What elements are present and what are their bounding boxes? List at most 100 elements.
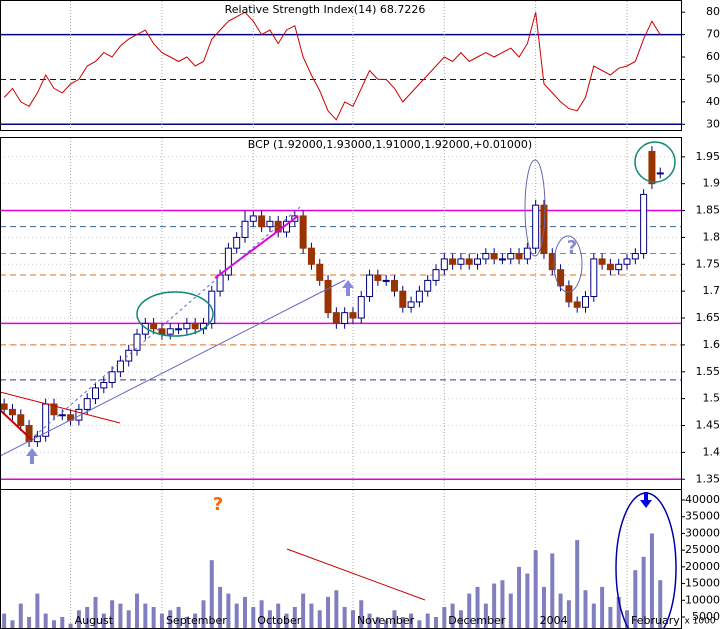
volume-bar (159, 613, 164, 629)
candle-body (224, 247, 232, 276)
candle-body (141, 322, 149, 335)
candle-body (498, 258, 506, 261)
candle-body (191, 322, 199, 330)
volume-bar (43, 613, 48, 629)
y-tick-label: 1.35 (696, 472, 721, 485)
x-tick-label: February (631, 614, 680, 627)
candle-body (407, 301, 415, 308)
volume-bar (93, 596, 98, 629)
y-tick-label: 1.75 (696, 257, 721, 270)
volume-bar (600, 586, 605, 629)
volume-bar (608, 606, 613, 629)
volume-bar (35, 593, 40, 629)
y-tick-label: 20000 (685, 560, 720, 573)
trendline (286, 548, 426, 601)
price-title: BCP (1.92000,1.93000,1.91000,1.92000,+0.… (248, 138, 532, 151)
volume-bar (135, 593, 140, 629)
candle-body (598, 258, 606, 265)
question-mark: ? (213, 494, 223, 515)
volume-bar (425, 613, 430, 629)
y-tick-label: 1.85 (696, 204, 721, 217)
volume-bar (276, 603, 281, 629)
arrow (26, 448, 38, 464)
candle-body (465, 258, 473, 265)
volume-bar (326, 596, 331, 629)
volume-bar (558, 593, 563, 629)
y-tick-label: 40 (706, 95, 720, 108)
candle-body (615, 263, 623, 271)
volume-bar (143, 603, 148, 629)
volume-bar (226, 593, 231, 629)
candle-body (640, 193, 648, 255)
candle-body (316, 263, 324, 281)
candle-body (50, 403, 58, 416)
volume-bar (218, 586, 223, 629)
volume-bar (2, 613, 7, 629)
candle-body (258, 215, 266, 228)
volume-bar (176, 606, 181, 629)
candle-body (158, 328, 166, 335)
volume-bar (633, 570, 638, 629)
y-tick-label: 30000 (685, 526, 720, 539)
volume-bar (126, 610, 131, 629)
candle-body (183, 322, 191, 330)
volume-bar (359, 600, 364, 629)
volume-bar (350, 610, 355, 629)
volume-bar (242, 596, 247, 629)
volume-bar (384, 620, 389, 629)
volume-bar (500, 580, 505, 629)
rsi-title: Relative Strength Index(14) 68.7226 (225, 3, 426, 16)
volume-bar (658, 580, 663, 629)
trendline (0, 409, 33, 441)
y-tick-label: 1.5 (703, 392, 721, 405)
panel-border (0, 0, 682, 131)
y-tick-label: 50 (706, 72, 720, 85)
volume-bar (334, 590, 339, 629)
candle-body (366, 274, 374, 298)
candle-body (532, 204, 540, 249)
volume-bar (301, 593, 306, 629)
volume-bar (267, 610, 272, 629)
x-tick-label: September (166, 614, 227, 627)
volume-bar (251, 606, 256, 629)
y-tick-label: 1.8 (703, 230, 721, 243)
candle-body (8, 408, 16, 416)
volume-bar (483, 603, 488, 629)
volume-bar (517, 566, 522, 629)
volume-bar (641, 556, 646, 629)
candle-body (307, 247, 315, 265)
y-tick-label: 1.65 (696, 311, 721, 324)
candle-body (349, 312, 357, 319)
volume-bar (118, 603, 123, 629)
candle-body (656, 172, 664, 175)
volume-bar (367, 613, 372, 629)
candle-body (17, 414, 25, 427)
volume-bar (450, 603, 455, 629)
candle-body (557, 269, 565, 287)
y-tick-label: 30 (706, 117, 720, 130)
volume-bar (60, 616, 65, 629)
candle-body (100, 382, 108, 389)
candle-body (374, 274, 382, 281)
volume-bar (409, 613, 414, 629)
volume-bar (68, 623, 73, 629)
volume-bar (649, 533, 654, 629)
candle-body (166, 328, 174, 335)
volume-bar (400, 616, 405, 629)
y-tick-label: 35000 (685, 510, 720, 523)
candle-body (0, 403, 8, 410)
y-tick-label: 80 (706, 5, 720, 18)
candle-body (299, 215, 307, 249)
question-mark: ? (567, 237, 577, 258)
candle-body (324, 279, 332, 314)
candle-body (133, 333, 141, 351)
y-tick-label: 1.6 (703, 338, 721, 351)
volume-bar (10, 620, 15, 629)
volume-bar (625, 610, 630, 629)
candle-body (332, 312, 340, 324)
candle-body (631, 253, 639, 260)
candle-body (548, 253, 556, 271)
candle-body (606, 263, 614, 271)
volume-bar (442, 606, 447, 629)
